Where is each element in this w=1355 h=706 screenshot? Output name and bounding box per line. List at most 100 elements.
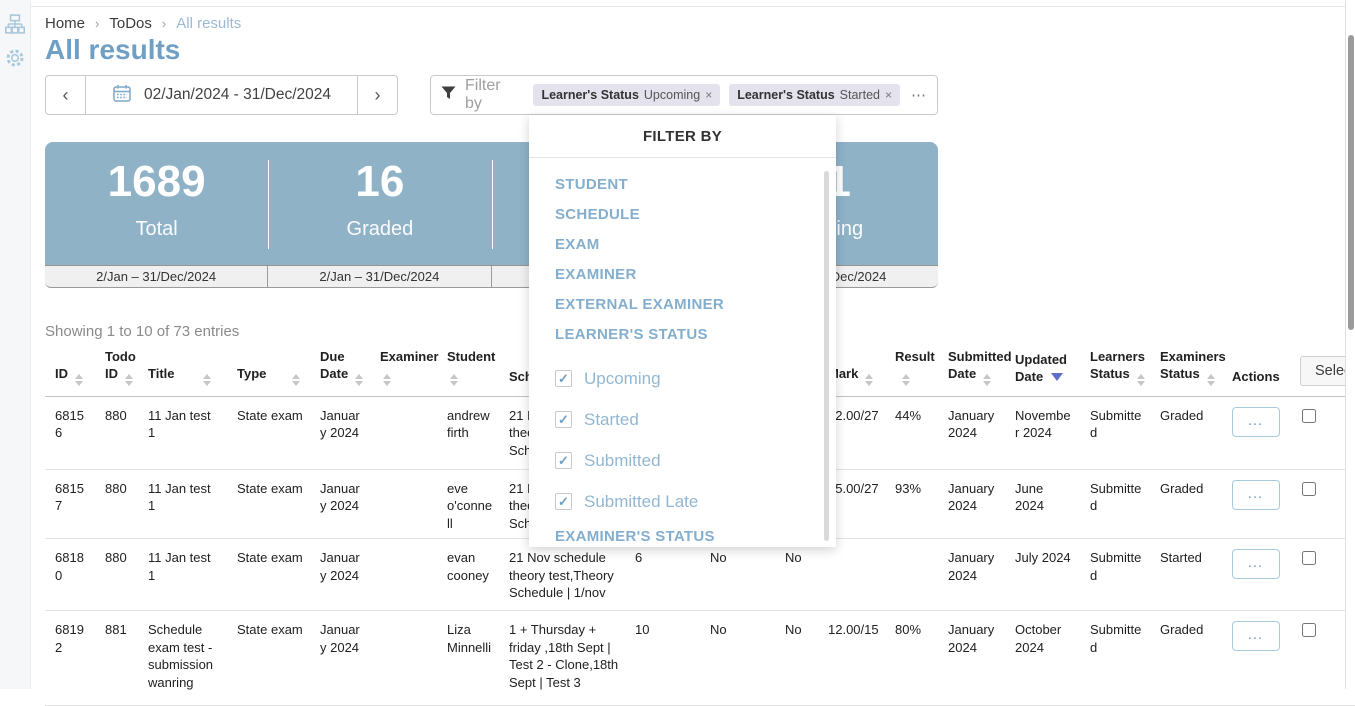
page-scrollbar-track[interactable] xyxy=(1345,0,1355,689)
col-header-submitted-date[interactable]: Submitted Date xyxy=(938,346,1012,397)
breadcrumb-current: All results xyxy=(176,15,242,32)
row-checkbox[interactable] xyxy=(1302,551,1316,566)
sitemap-icon[interactable] xyxy=(4,14,26,34)
cell-id: 68157 xyxy=(45,469,95,540)
filter-chip-started[interactable]: Learner's Status Started × xyxy=(729,84,900,106)
cell-type: State exam xyxy=(227,396,310,470)
col-label: Updated Date xyxy=(1015,351,1067,384)
sort-icon[interactable] xyxy=(202,373,211,386)
chip-remove-icon[interactable]: × xyxy=(705,88,713,102)
breadcrumb: Home › ToDos › All results xyxy=(45,15,1355,32)
sort-icon[interactable] xyxy=(1206,373,1215,386)
chip-value: Started xyxy=(839,88,880,102)
checkbox-checked-icon[interactable]: ✓ xyxy=(555,493,572,510)
row-actions-button[interactable]: ... xyxy=(1232,549,1280,580)
cell-mark: 12.00/15 xyxy=(818,610,885,706)
filter-link-examiner[interactable]: EXAMINER xyxy=(555,266,637,283)
cell-examiners-status: Graded xyxy=(1150,610,1222,706)
filter-link-exam[interactable]: EXAM xyxy=(555,236,600,253)
sort-icon[interactable] xyxy=(1136,373,1145,386)
cell-examiner xyxy=(370,469,437,540)
option-started[interactable]: ✓ Started xyxy=(555,399,836,440)
col-label: Learners Status xyxy=(1090,348,1145,381)
col-header-due-date[interactable]: Due Date xyxy=(310,346,370,397)
cell-learners-status: Submitted xyxy=(1080,610,1150,706)
stat-graded-period: 2/Jan – 31/Dec/2024 xyxy=(268,266,492,287)
filter-bar-label: Filter by xyxy=(465,77,501,112)
filter-link-examiners-status[interactable]: EXAMINER'S STATUS xyxy=(555,528,715,545)
cell-hidden-1: 10 xyxy=(625,610,700,706)
cell-due-date: January 2024 xyxy=(310,469,370,540)
row-actions-button[interactable]: ... xyxy=(1232,406,1280,437)
date-range-field[interactable]: 02/Jan/2024 - 31/Dec/2024 xyxy=(86,76,357,114)
breadcrumb-separator: › xyxy=(95,16,100,31)
date-prev-button[interactable]: ‹ xyxy=(46,76,86,114)
col-header-todo-id[interactable]: Todo ID xyxy=(95,346,138,397)
filter-link-external-examiner[interactable]: EXTERNAL EXAMINER xyxy=(555,296,725,313)
option-upcoming[interactable]: ✓ Upcoming xyxy=(555,358,836,399)
col-header-examiner[interactable]: Examiner xyxy=(370,346,439,397)
filter-link-schedule[interactable]: SCHEDULE xyxy=(555,206,640,223)
cell-mark xyxy=(818,538,885,612)
col-label: Type xyxy=(237,365,267,381)
chip-remove-icon[interactable]: × xyxy=(884,88,892,102)
cell-schedule: 1 + Thursday + friday ,18th Sept | Test … xyxy=(499,610,625,706)
sort-icon[interactable] xyxy=(292,373,301,386)
col-header-id[interactable]: ID xyxy=(45,346,95,397)
sort-icon[interactable] xyxy=(865,373,874,386)
cell-updated-date: June 2024 xyxy=(1005,469,1080,540)
filter-link-learners-status[interactable]: LEARNER'S STATUS xyxy=(555,326,708,343)
col-header-type[interactable]: Type xyxy=(227,346,310,397)
sort-icon[interactable] xyxy=(75,373,83,386)
cell-todo-id: 880 xyxy=(95,538,138,612)
option-submitted-late[interactable]: ✓ Submitted Late xyxy=(555,481,836,522)
cell-actions: ... xyxy=(1222,610,1288,706)
row-checkbox[interactable] xyxy=(1302,481,1316,496)
row-checkbox[interactable] xyxy=(1302,623,1316,638)
sort-icon[interactable] xyxy=(450,373,458,386)
cell-actions: ... xyxy=(1222,396,1288,470)
checkbox-checked-icon[interactable]: ✓ xyxy=(555,370,572,387)
breadcrumb-todos[interactable]: ToDos xyxy=(109,15,152,32)
sort-icon[interactable] xyxy=(355,373,364,386)
gear-icon[interactable] xyxy=(5,48,25,68)
checkbox-checked-icon[interactable]: ✓ xyxy=(555,452,572,469)
sort-icon[interactable] xyxy=(983,373,992,386)
col-label: Title xyxy=(148,365,175,381)
date-next-button[interactable]: › xyxy=(357,76,397,114)
col-label: Result xyxy=(895,348,935,364)
col-label: ID xyxy=(55,365,68,381)
dropdown-scrollbar[interactable] xyxy=(824,171,829,541)
checkbox-checked-icon[interactable]: ✓ xyxy=(555,411,572,428)
option-submitted[interactable]: ✓ Submitted xyxy=(555,440,836,481)
sort-icon[interactable] xyxy=(383,373,391,386)
row-checkbox[interactable] xyxy=(1302,408,1316,423)
cell-submitted-date: January 2024 xyxy=(938,610,1005,706)
breadcrumb-home[interactable]: Home xyxy=(45,15,86,32)
cell-id: 68156 xyxy=(45,396,95,470)
cell-learners-status: Submitted xyxy=(1080,396,1150,470)
col-header-learners-status[interactable]: Learners Status xyxy=(1080,346,1150,397)
col-header-updated-date[interactable]: Updated Date xyxy=(1005,346,1080,397)
filter-chip-upcoming[interactable]: Learner's Status Upcoming × xyxy=(533,84,721,106)
filter-link-student[interactable]: STUDENT xyxy=(555,176,628,193)
cell-updated-date: July 2024 xyxy=(1005,538,1080,612)
col-header-result[interactable]: Result xyxy=(885,346,938,397)
filter-more-ellipsis[interactable]: ⋯ xyxy=(911,87,927,104)
row-actions-button[interactable]: ... xyxy=(1232,621,1280,652)
sort-icon[interactable] xyxy=(902,373,910,386)
cell-updated-date: November 2024 xyxy=(1005,396,1080,470)
cell-title: 11 Jan test 1 xyxy=(138,538,227,612)
col-header-title[interactable]: Title xyxy=(138,346,227,397)
filter-bar[interactable]: Filter by Learner's Status Upcoming × Le… xyxy=(430,75,938,115)
option-label: Submitted Late xyxy=(584,491,699,511)
row-actions-button[interactable]: ... xyxy=(1232,479,1280,510)
col-header-student[interactable]: Student xyxy=(437,346,499,397)
page-scrollbar-thumb[interactable] xyxy=(1348,35,1354,330)
stat-total: 1689 Total xyxy=(45,142,268,265)
sort-active-desc-icon[interactable] xyxy=(1051,372,1064,381)
cell-title: Schedule exam test - submission wanring xyxy=(138,610,227,706)
col-header-examiners-status[interactable]: Examiners Status xyxy=(1150,346,1226,397)
sort-icon[interactable] xyxy=(125,373,133,386)
cell-result: 80% xyxy=(885,610,938,706)
